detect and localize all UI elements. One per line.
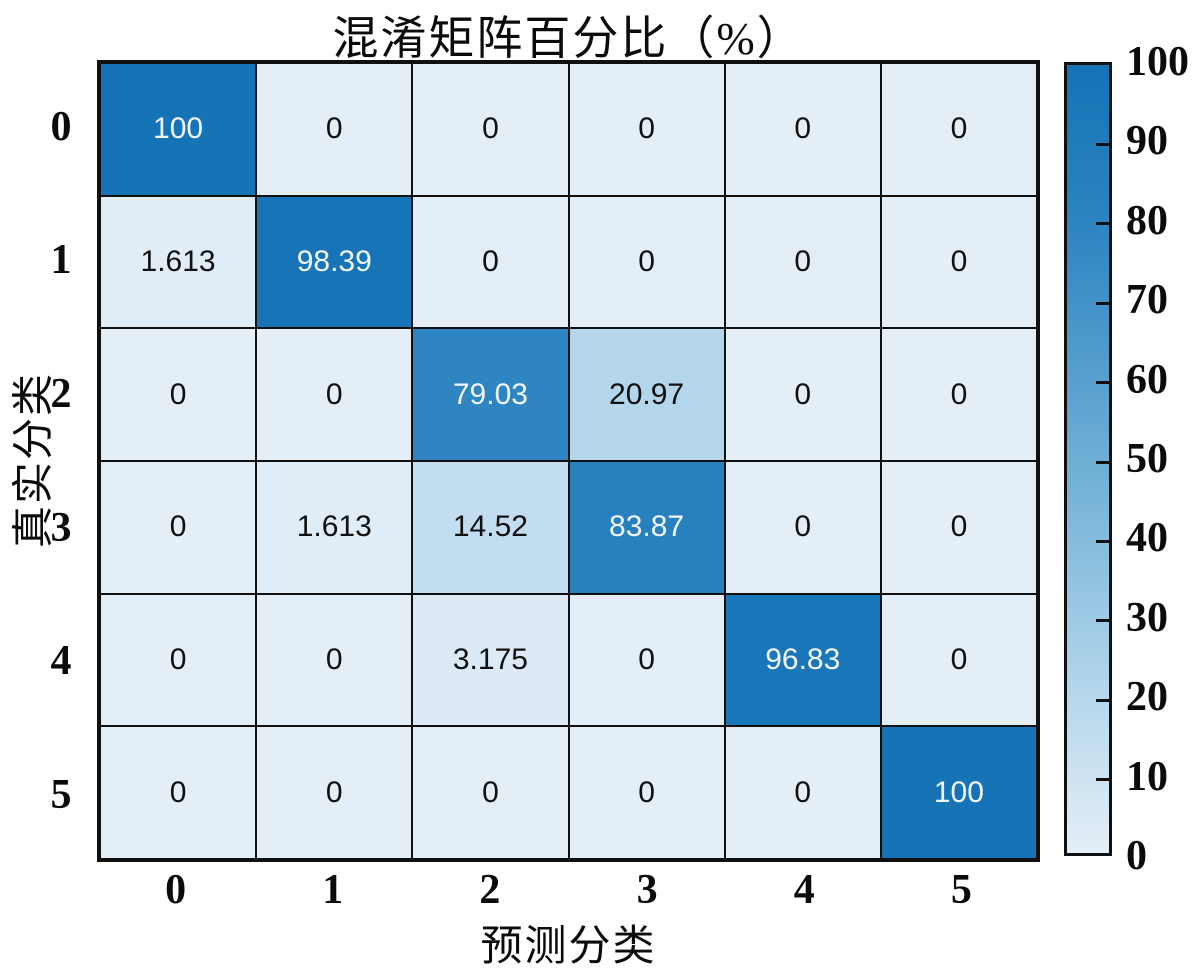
- heatmap-cell: 0: [568, 63, 725, 196]
- heatmap-cell: 0: [724, 461, 881, 594]
- heatmap-cell: 1.613: [256, 461, 413, 594]
- y-tick-label: 1: [50, 237, 72, 284]
- heatmap-cell: 98.39: [256, 195, 413, 329]
- heatmap-cell: 0: [568, 195, 725, 329]
- y-tick-label: 5: [50, 772, 72, 819]
- heatmap-cell: 0: [724, 726, 881, 859]
- heatmap-cell: 0: [256, 593, 413, 727]
- heatmap-cell: 0: [100, 461, 257, 594]
- colorbar-tick: [1096, 698, 1109, 702]
- colorbar-tick-label: 10: [1126, 753, 1168, 800]
- x-tick-label: 4: [793, 867, 815, 913]
- heatmap-cell: 20.97: [568, 328, 725, 461]
- x-tick-label: 0: [165, 867, 187, 913]
- colorbar-tick-label: 40: [1126, 515, 1168, 562]
- y-tick-label: 3: [50, 504, 72, 551]
- x-tick-label: 1: [322, 867, 344, 913]
- colorbar-tick-label: 0: [1126, 833, 1147, 879]
- heatmap-cell: 0: [256, 328, 413, 461]
- colorbar-tick: [1096, 778, 1109, 782]
- colorbar-tick-label: 100: [1126, 39, 1189, 85]
- heatmap-cell: 0: [880, 328, 1037, 461]
- heatmap-cell: 0: [568, 726, 725, 859]
- colorbar-tick: [1096, 301, 1109, 305]
- heatmap-cell: 0: [100, 328, 257, 461]
- y-tick-label: 4: [50, 638, 72, 685]
- heatmap-cell: 0: [880, 461, 1037, 594]
- heatmap-cell: 0: [880, 195, 1037, 329]
- colorbar-tick-label: 60: [1126, 356, 1168, 403]
- heatmap-grid: 100 0 0 0 0 0 1.613 98.39 0 0 0 0 0 0 79.03 20.97 0 0 0 1.6…: [97, 60, 1040, 862]
- heatmap-cell: 0: [100, 593, 257, 727]
- y-tick-label: 2: [50, 371, 72, 418]
- heatmap-cell: 0: [724, 63, 881, 196]
- heatmap-cell: 0: [412, 63, 569, 196]
- colorbar-tick-label: 20: [1126, 674, 1168, 721]
- heatmap-cell: 0: [256, 63, 413, 196]
- heatmap-cell: 0: [256, 726, 413, 859]
- colorbar-tick: [1096, 381, 1109, 385]
- colorbar-tick-label: 50: [1126, 436, 1168, 482]
- x-tick-label: 5: [950, 867, 972, 913]
- heatmap-cell: 3.175: [412, 593, 569, 727]
- heatmap-cell: 1.613: [100, 195, 257, 329]
- colorbar-tick-label: 30: [1126, 594, 1168, 641]
- colorbar-tick: [1096, 142, 1109, 146]
- heatmap-cell: 100: [880, 726, 1037, 859]
- chart-title: 混淆矩阵百分比（%）: [332, 13, 805, 64]
- heatmap-cell: 0: [412, 195, 569, 329]
- heatmap-cell: 0: [412, 726, 569, 859]
- heatmap-cell: 0: [880, 593, 1037, 727]
- heatmap-cell: 79.03: [412, 328, 569, 461]
- heatmap-cell: 0: [724, 195, 881, 329]
- x-tick-label: 3: [636, 867, 658, 913]
- x-axis-label: 预测分类: [480, 924, 657, 970]
- heatmap-cell: 0: [100, 726, 257, 859]
- heatmap-cell: 100: [100, 63, 257, 196]
- x-tick-label: 2: [479, 867, 501, 913]
- colorbar-tick-label: 70: [1126, 277, 1168, 324]
- heatmap-cell: 0: [724, 328, 881, 461]
- heatmap-cell: 0: [880, 63, 1037, 196]
- colorbar-tick-label: 80: [1126, 197, 1168, 244]
- colorbar-tick: [1096, 539, 1109, 543]
- colorbar-tick: [1096, 222, 1109, 226]
- heatmap-cell: 0: [568, 593, 725, 727]
- heatmap-cell: 96.83: [724, 593, 881, 727]
- colorbar-tick-label: 90: [1126, 118, 1168, 165]
- colorbar-tick: [1096, 460, 1109, 464]
- colorbar-tick: [1096, 619, 1109, 623]
- y-tick-label: 0: [50, 103, 72, 150]
- colorbar: [1064, 62, 1112, 856]
- heatmap-cell: 14.52: [412, 461, 569, 594]
- heatmap-cell: 83.87: [568, 461, 725, 594]
